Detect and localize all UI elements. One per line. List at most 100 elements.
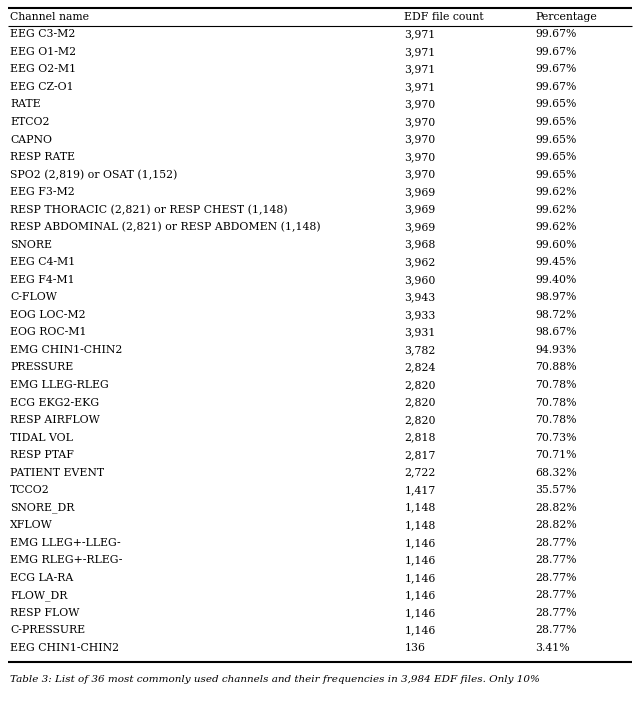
Text: 2,817: 2,817 [404, 450, 436, 460]
Text: 1,146: 1,146 [404, 538, 436, 548]
Text: 3,969: 3,969 [404, 222, 435, 232]
Text: EEG CZ-O1: EEG CZ-O1 [10, 82, 74, 92]
Text: 28.82%: 28.82% [535, 520, 577, 530]
Text: 70.73%: 70.73% [535, 432, 577, 442]
Text: Channel name: Channel name [10, 12, 89, 22]
Text: 2,824: 2,824 [404, 362, 436, 373]
Text: 3,962: 3,962 [404, 257, 436, 267]
Text: 98.67%: 98.67% [535, 327, 577, 338]
Text: EEG F4-M1: EEG F4-M1 [10, 274, 75, 285]
Text: 70.78%: 70.78% [535, 380, 577, 390]
Text: C-PRESSURE: C-PRESSURE [10, 625, 85, 635]
Text: 99.67%: 99.67% [535, 82, 577, 92]
Text: 3,943: 3,943 [404, 292, 435, 303]
Text: TIDAL VOL: TIDAL VOL [10, 432, 73, 442]
Text: 99.62%: 99.62% [535, 205, 577, 215]
Text: 98.72%: 98.72% [535, 310, 577, 320]
Text: EEG F3-M2: EEG F3-M2 [10, 187, 75, 197]
Text: 3,960: 3,960 [404, 274, 436, 285]
Text: 99.65%: 99.65% [535, 117, 577, 127]
Text: 99.65%: 99.65% [535, 100, 577, 110]
Text: EMG LLEG+-LLEG-: EMG LLEG+-LLEG- [10, 538, 120, 548]
Text: 98.97%: 98.97% [535, 292, 577, 303]
Text: 70.88%: 70.88% [535, 362, 577, 373]
Text: RESP ABDOMINAL (2,821) or RESP ABDOMEN (1,148): RESP ABDOMINAL (2,821) or RESP ABDOMEN (… [10, 222, 321, 232]
Text: 3,970: 3,970 [404, 170, 435, 180]
Text: ECG LA-RA: ECG LA-RA [10, 573, 73, 583]
Text: 99.65%: 99.65% [535, 135, 577, 145]
Text: EMG CHIN1-CHIN2: EMG CHIN1-CHIN2 [10, 345, 122, 355]
Text: 2,820: 2,820 [404, 415, 436, 425]
Text: EOG LOC-M2: EOG LOC-M2 [10, 310, 86, 320]
Text: 3.41%: 3.41% [535, 643, 570, 653]
Text: 70.71%: 70.71% [535, 450, 577, 460]
Text: 1,148: 1,148 [404, 503, 436, 512]
Text: 1,417: 1,417 [404, 485, 435, 495]
Text: 3,970: 3,970 [404, 152, 435, 162]
Text: 2,722: 2,722 [404, 468, 436, 477]
Text: 1,146: 1,146 [404, 608, 436, 618]
Text: EEG O2-M1: EEG O2-M1 [10, 65, 76, 74]
Text: C-FLOW: C-FLOW [10, 292, 57, 303]
Text: 3,968: 3,968 [404, 239, 436, 250]
Text: 28.77%: 28.77% [535, 625, 577, 635]
Text: 3,782: 3,782 [404, 345, 436, 355]
Text: SPO2 (2,819) or OSAT (1,152): SPO2 (2,819) or OSAT (1,152) [10, 169, 177, 180]
Text: Percentage: Percentage [535, 12, 597, 22]
Text: ETCO2: ETCO2 [10, 117, 49, 127]
Text: EEG C3-M2: EEG C3-M2 [10, 29, 76, 39]
Text: 28.77%: 28.77% [535, 555, 577, 565]
Text: XFLOW: XFLOW [10, 520, 52, 530]
Text: 99.65%: 99.65% [535, 170, 577, 180]
Text: 99.67%: 99.67% [535, 47, 577, 57]
Text: 1,146: 1,146 [404, 555, 436, 565]
Text: EEG C4-M1: EEG C4-M1 [10, 257, 76, 267]
Text: 70.78%: 70.78% [535, 397, 577, 407]
Text: CAPNO: CAPNO [10, 135, 52, 145]
Text: 3,971: 3,971 [404, 65, 435, 74]
Text: RESP PTAF: RESP PTAF [10, 450, 74, 460]
Text: SNORE: SNORE [10, 239, 52, 250]
Text: 3,971: 3,971 [404, 29, 435, 39]
Text: 3,933: 3,933 [404, 310, 436, 320]
Text: 2,818: 2,818 [404, 432, 436, 442]
Text: SNORE_DR: SNORE_DR [10, 503, 74, 513]
Text: EEG CHIN1-CHIN2: EEG CHIN1-CHIN2 [10, 643, 119, 653]
Text: 3,971: 3,971 [404, 47, 435, 57]
Text: PATIENT EVENT: PATIENT EVENT [10, 468, 104, 477]
Text: 1,148: 1,148 [404, 520, 436, 530]
Text: 99.60%: 99.60% [535, 239, 577, 250]
Text: 3,971: 3,971 [404, 82, 435, 92]
Text: 3,970: 3,970 [404, 100, 435, 110]
Text: RESP RATE: RESP RATE [10, 152, 75, 162]
Text: 1,146: 1,146 [404, 590, 436, 600]
Text: 2,820: 2,820 [404, 397, 436, 407]
Text: 1,146: 1,146 [404, 573, 436, 583]
Text: 35.57%: 35.57% [535, 485, 577, 495]
Text: 99.67%: 99.67% [535, 65, 577, 74]
Text: 3,970: 3,970 [404, 117, 435, 127]
Text: EEG O1-M2: EEG O1-M2 [10, 47, 76, 57]
Text: 68.32%: 68.32% [535, 468, 577, 477]
Text: RESP AIRFLOW: RESP AIRFLOW [10, 415, 100, 425]
Text: EMG LLEG-RLEG: EMG LLEG-RLEG [10, 380, 109, 390]
Text: 99.45%: 99.45% [535, 257, 577, 267]
Text: 136: 136 [404, 643, 425, 653]
Text: 99.65%: 99.65% [535, 152, 577, 162]
Text: PRESSURE: PRESSURE [10, 362, 73, 373]
Text: 3,969: 3,969 [404, 205, 435, 215]
Text: 28.82%: 28.82% [535, 503, 577, 512]
Text: RESP FLOW: RESP FLOW [10, 608, 79, 618]
Text: 28.77%: 28.77% [535, 608, 577, 618]
Text: 94.93%: 94.93% [535, 345, 577, 355]
Text: 99.62%: 99.62% [535, 222, 577, 232]
Text: 99.67%: 99.67% [535, 29, 577, 39]
Text: 70.78%: 70.78% [535, 415, 577, 425]
Text: EMG RLEG+-RLEG-: EMG RLEG+-RLEG- [10, 555, 122, 565]
Text: 99.40%: 99.40% [535, 274, 577, 285]
Text: 28.77%: 28.77% [535, 573, 577, 583]
Text: 99.62%: 99.62% [535, 187, 577, 197]
Text: EDF file count: EDF file count [404, 12, 484, 22]
Text: RESP THORACIC (2,821) or RESP CHEST (1,148): RESP THORACIC (2,821) or RESP CHEST (1,1… [10, 204, 287, 215]
Text: Table 3: List of 36 most commonly used channels and their frequencies in 3,984 E: Table 3: List of 36 most commonly used c… [10, 675, 540, 684]
